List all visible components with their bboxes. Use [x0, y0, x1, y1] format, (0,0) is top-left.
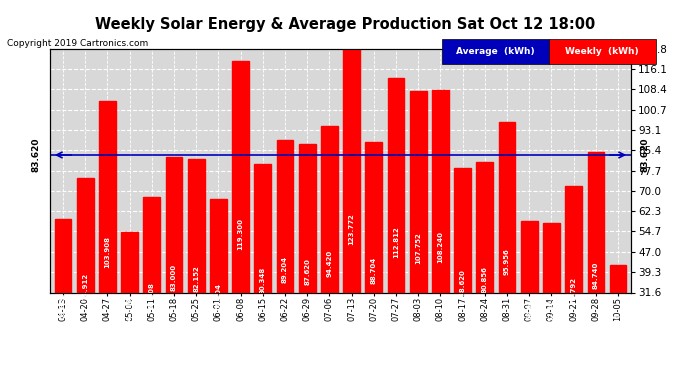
Text: 82.152: 82.152 [193, 265, 199, 292]
Bar [565, 186, 582, 375]
Bar [388, 78, 404, 375]
Text: 119.300: 119.300 [237, 218, 244, 250]
Text: 107.752: 107.752 [415, 232, 421, 264]
Bar [188, 159, 204, 375]
Bar [99, 101, 116, 375]
Bar [144, 197, 160, 375]
Bar [543, 223, 560, 375]
Text: 88.704: 88.704 [371, 257, 377, 284]
Bar [454, 168, 471, 375]
Bar [432, 90, 448, 375]
Bar [610, 266, 627, 375]
Text: 66.804: 66.804 [215, 283, 221, 310]
Text: 80.856: 80.856 [482, 266, 488, 293]
Bar [121, 231, 138, 375]
Bar [344, 49, 360, 375]
Bar [299, 144, 315, 375]
Bar [210, 200, 227, 375]
Text: Weekly Solar Energy & Average Production Sat Oct 12 18:00: Weekly Solar Energy & Average Production… [95, 17, 595, 32]
Text: 108.240: 108.240 [437, 231, 444, 263]
Bar [366, 141, 382, 375]
Text: 83.000: 83.000 [171, 264, 177, 291]
Text: 54.668: 54.668 [126, 298, 132, 324]
Bar [166, 157, 182, 375]
Bar [321, 126, 337, 375]
Text: Average  (kWh): Average (kWh) [456, 47, 534, 56]
Text: 83.620: 83.620 [640, 138, 649, 172]
Text: 41.876: 41.876 [615, 313, 621, 340]
Text: 71.792: 71.792 [571, 277, 577, 304]
Bar [521, 221, 538, 375]
Bar [233, 61, 249, 375]
Text: 80.348: 80.348 [260, 267, 266, 294]
Bar [77, 178, 94, 375]
Text: 67.608: 67.608 [149, 282, 155, 309]
Text: 78.620: 78.620 [460, 269, 466, 296]
Bar [587, 152, 604, 375]
Text: 57.824: 57.824 [549, 294, 555, 321]
Text: 89.204: 89.204 [282, 256, 288, 284]
Bar [277, 140, 293, 375]
Text: 94.420: 94.420 [326, 250, 333, 278]
Bar [255, 164, 271, 375]
Bar [499, 122, 515, 375]
Text: 84.740: 84.740 [593, 261, 599, 289]
Text: Weekly  (kWh): Weekly (kWh) [565, 47, 639, 56]
Bar [55, 219, 71, 375]
Text: 112.812: 112.812 [393, 226, 399, 258]
Bar [477, 162, 493, 375]
Text: 83.620: 83.620 [32, 138, 41, 172]
Text: 74.912: 74.912 [82, 273, 88, 300]
Text: Copyright 2019 Cartronics.com: Copyright 2019 Cartronics.com [7, 39, 148, 48]
Text: 103.908: 103.908 [104, 236, 110, 268]
Text: 59.320: 59.320 [60, 292, 66, 319]
Text: 87.620: 87.620 [304, 258, 310, 285]
Text: 58.612: 58.612 [526, 293, 532, 320]
Text: 95.956: 95.956 [504, 249, 510, 275]
Text: 123.772: 123.772 [348, 213, 355, 244]
Bar [410, 91, 426, 375]
